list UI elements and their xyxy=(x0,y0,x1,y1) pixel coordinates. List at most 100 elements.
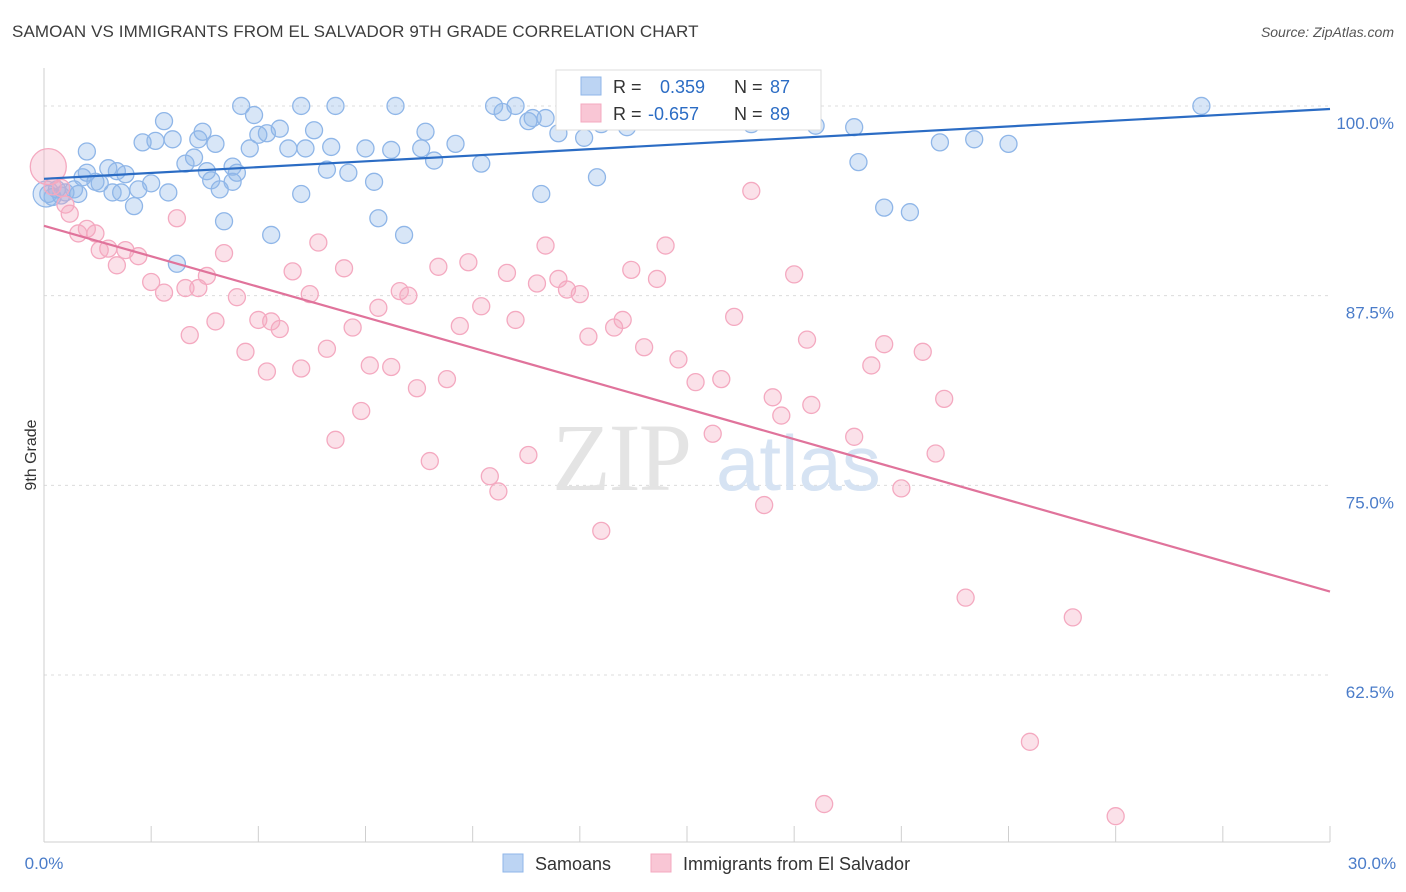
el-salvador-point xyxy=(647,269,667,289)
samoans-point xyxy=(875,198,894,217)
samoans-point xyxy=(77,142,97,161)
series-legend-swatch-samoans xyxy=(502,853,524,873)
stats-r-label-0: R = xyxy=(613,77,642,97)
el-salvador-point xyxy=(399,286,418,305)
watermark-zip: ZIP xyxy=(552,404,690,511)
el-salvador-point xyxy=(459,253,478,272)
el-salvador-point xyxy=(570,284,589,304)
el-salvador-point xyxy=(214,244,234,263)
el-salvador-point xyxy=(686,373,705,392)
el-salvador-point xyxy=(956,588,975,607)
el-salvador-point xyxy=(613,310,632,330)
el-salvador-point xyxy=(669,350,688,369)
samoans-point xyxy=(416,122,435,141)
samoans-point xyxy=(292,96,311,116)
series-legend: Samoans Immigrants from El Salvador xyxy=(502,853,910,874)
samoans-point xyxy=(317,160,337,179)
samoans-point xyxy=(930,133,950,152)
el-salvador-point xyxy=(785,265,804,284)
source-label: Source: ZipAtlas.com xyxy=(1260,24,1394,40)
samoans-point xyxy=(184,148,204,167)
el-salvador-trend-line xyxy=(43,224,1331,593)
samoans-point xyxy=(206,134,225,154)
el-salvador-point xyxy=(60,204,79,223)
stats-r-label-1: R = xyxy=(613,104,642,124)
el-salvador-point xyxy=(154,283,174,302)
samoans-point xyxy=(1192,96,1211,116)
el-salvador-point xyxy=(815,794,834,814)
samoans-point xyxy=(214,212,234,231)
el-salvador-point xyxy=(579,327,598,346)
watermark: ZIP atlas xyxy=(552,404,881,511)
el-salvador-point xyxy=(592,521,611,541)
stats-legend: R = 0.359 N = 87 R = -0.657 N = 89 xyxy=(555,69,822,131)
el-salvador-point xyxy=(86,224,105,243)
el-salvador-point xyxy=(407,379,427,398)
el-salvador-point xyxy=(29,147,67,186)
samoans-point xyxy=(536,108,555,128)
el-salvador-point xyxy=(283,262,302,281)
x-ticks xyxy=(43,826,1331,842)
el-salvador-point xyxy=(892,479,911,498)
el-salvador-points xyxy=(29,147,1125,826)
samoans-point xyxy=(446,134,465,154)
legend-swatch-samoans xyxy=(580,76,602,96)
samoans-point xyxy=(386,96,405,116)
el-salvador-point xyxy=(317,339,337,358)
el-salvador-point xyxy=(292,359,311,378)
el-salvador-point xyxy=(1063,608,1082,627)
samoans-point xyxy=(163,130,182,149)
samoans-point xyxy=(965,130,984,149)
x-tick-label-min: 0.0% xyxy=(25,854,64,873)
samoans-point xyxy=(382,140,401,160)
samoans-point xyxy=(845,118,864,137)
samoans-point xyxy=(394,225,414,245)
el-salvador-point xyxy=(797,330,817,349)
el-salvador-point xyxy=(622,260,641,279)
el-salvador-point xyxy=(270,319,289,339)
legend-swatch-el-salvador xyxy=(580,103,602,123)
el-salvador-point xyxy=(429,257,448,276)
el-salvador-point xyxy=(536,236,555,255)
samoans-point xyxy=(364,172,384,191)
el-salvador-point xyxy=(480,467,499,486)
el-salvador-point xyxy=(360,356,379,375)
el-salvador-point xyxy=(142,272,161,292)
stats-n-value-0: 87 xyxy=(770,77,790,97)
el-salvador-point xyxy=(343,318,362,337)
samoans-point xyxy=(240,139,259,158)
el-salvador-point xyxy=(802,395,821,415)
el-salvador-point xyxy=(326,430,345,449)
stats-n-label-0: N = xyxy=(734,77,763,97)
el-salvador-point xyxy=(450,316,469,336)
el-salvador-point xyxy=(236,342,255,361)
samoans-point xyxy=(159,183,178,202)
samoans-point xyxy=(154,111,174,131)
el-salvador-point xyxy=(634,338,654,357)
samoans-point xyxy=(523,108,542,128)
gridlines xyxy=(44,105,1330,676)
el-salvador-point xyxy=(497,263,517,283)
el-salvador-point xyxy=(51,178,71,198)
el-salvador-point xyxy=(742,181,761,201)
y-tick-label: 87.5% xyxy=(1346,304,1394,323)
el-salvador-point xyxy=(206,312,225,331)
el-salvador-point xyxy=(527,274,547,293)
el-salvador-point xyxy=(725,307,744,327)
samoans-point xyxy=(369,209,388,228)
stats-n-label-1: N = xyxy=(734,104,763,124)
el-salvador-point xyxy=(772,406,791,425)
samoans-point xyxy=(322,137,341,157)
samoans-trend-line xyxy=(43,107,1331,180)
el-salvador-point xyxy=(1106,807,1125,826)
stats-r-value-1: -0.657 xyxy=(648,104,699,124)
el-salvador-point xyxy=(755,495,774,515)
el-salvador-point xyxy=(712,369,731,389)
samoans-point xyxy=(279,139,298,158)
el-salvador-point xyxy=(519,445,538,465)
samoans-point xyxy=(232,96,251,116)
el-salvador-point xyxy=(180,325,199,345)
y-axis-label: 9th Grade xyxy=(23,419,40,490)
samoans-point xyxy=(69,184,88,204)
